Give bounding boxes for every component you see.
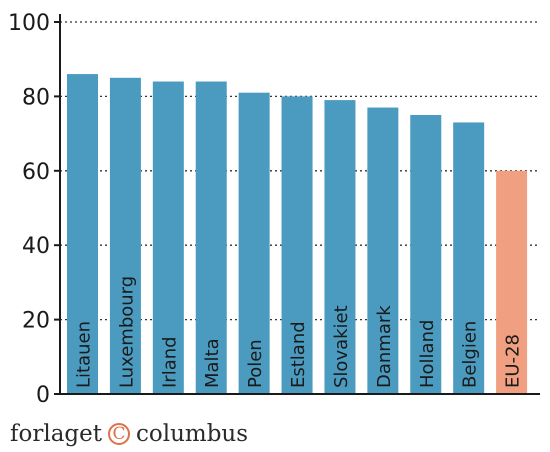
bar-belgien [453, 122, 485, 394]
bar-label: Litauen [74, 321, 95, 388]
publisher-name-right: columbus [136, 421, 249, 447]
y-tick-label: 0 [36, 383, 50, 408]
bar-label: Malta [202, 338, 223, 388]
bar-label: Holland [417, 320, 438, 388]
bar-holland [410, 115, 442, 394]
bar-litauen [67, 74, 98, 394]
bar-label: Luxembourg [116, 276, 137, 388]
bar-label: Irland [159, 336, 180, 388]
bar-label: Danmark [374, 305, 395, 388]
bar-danmark [367, 107, 399, 394]
bar-slovakiet [324, 100, 356, 395]
copyright-icon: C [108, 423, 130, 445]
bar-label: Slovakiet [331, 305, 352, 388]
bar-estland [281, 96, 313, 395]
bar-labels: Litauen Luxembourg Irland Malta Polen Estland… [74, 276, 524, 388]
y-tick-label: 60 [22, 160, 50, 185]
y-tick-label: 40 [22, 234, 50, 259]
y-tick-label: 80 [22, 85, 50, 110]
bar-luxembourg [109, 77, 141, 395]
y-tick-label: 100 [8, 11, 50, 36]
bar-chart: Litauen Luxembourg Irland Malta Polen Estland… [8, 11, 540, 408]
y-tick-label: 20 [22, 309, 50, 334]
publisher-logo: forlaget C columbus [10, 418, 248, 450]
bar-polen [238, 92, 270, 395]
bar-label: Belgien [460, 321, 481, 388]
bar-label: Polen [245, 339, 266, 388]
bar-label: EU-28 [503, 334, 524, 388]
bar-label: Estland [288, 321, 309, 388]
bar-malta [195, 81, 227, 395]
bar-irland [152, 81, 184, 395]
publisher-name-left: forlaget [10, 421, 102, 447]
y-axis-ticks: 0 20 40 60 80 100 [8, 11, 60, 408]
bars [67, 74, 528, 395]
bar-eu-28 [496, 170, 528, 394]
